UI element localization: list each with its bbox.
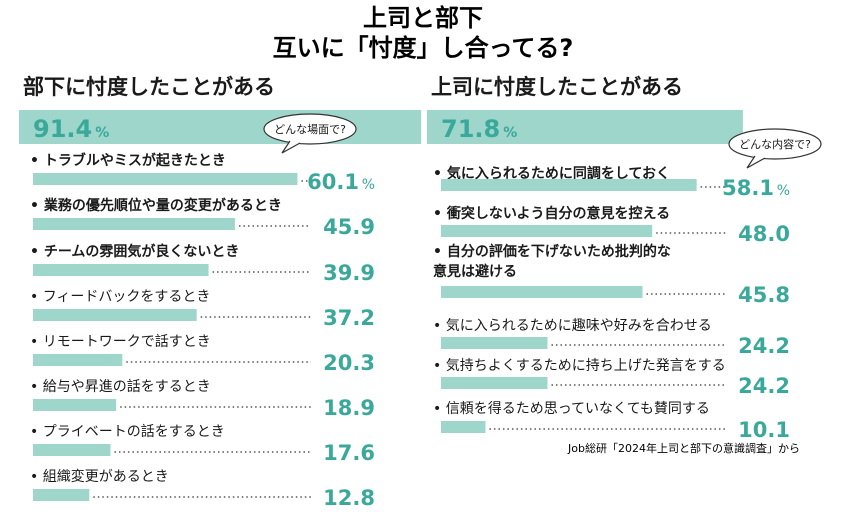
value-label: 12.8	[323, 486, 375, 510]
category-label: • 気持ちよくするために持ち上げた発言をする	[433, 358, 726, 374]
bar	[441, 286, 643, 298]
bar	[33, 354, 123, 366]
title-line2: 互いに「忖度」し合ってる?	[273, 34, 574, 62]
value-label: 45.9	[323, 215, 375, 239]
bar	[441, 377, 548, 389]
category-label: • トラブルやミスが起きたとき	[30, 152, 226, 169]
category-label: • 自分の評価を下げないため批判的な	[433, 243, 671, 260]
headline-bar	[427, 110, 743, 144]
title-line1: 上司と部下	[363, 4, 483, 32]
category-label: • 気に入られるために趣味や好みを合わせる	[433, 318, 712, 334]
category-label: • 信頼を得るため思っていなくても賛同する	[433, 400, 710, 417]
panel-title: 上司に忖度したことがある	[431, 75, 683, 99]
category-label: • フィードバックをするとき	[30, 289, 210, 305]
category-label: • チームの雰囲気が良くないとき	[30, 243, 239, 260]
source-note: Job総研「2024年上司と部下の意識調査」から	[567, 441, 800, 455]
panel-title: 部下に忖度したことがある	[23, 75, 275, 99]
value-label: 10.1	[738, 418, 790, 442]
category-label: • 給与や昇進の話をするとき	[30, 378, 211, 395]
value-label: 37.2	[323, 306, 375, 330]
value-label: 17.6	[323, 441, 375, 465]
callout-bubble	[263, 113, 357, 145]
category-label: • プライベートの話をするとき	[30, 423, 225, 440]
value-label: 24.2	[738, 334, 790, 358]
value-label: 48.0	[738, 222, 790, 246]
bar	[33, 489, 90, 501]
category-label: • 組織変更があるとき	[30, 468, 169, 485]
value-label: 58.1	[722, 176, 774, 200]
value-label: 24.2	[738, 374, 790, 398]
headline-unit: %	[95, 125, 109, 141]
bar	[33, 218, 235, 230]
bar	[33, 309, 197, 321]
headline-unit: %	[503, 125, 517, 141]
bar	[441, 337, 548, 349]
category-label: • 衝突しないよう自分の意見を控える	[433, 205, 670, 222]
bar	[33, 399, 117, 411]
callout-text: どんな内容で?	[739, 137, 811, 151]
category-label: • 業務の優先順位や量の変更があるとき	[30, 197, 282, 214]
value-label: 60.1	[307, 170, 359, 194]
bar	[33, 173, 298, 185]
bar	[441, 179, 697, 191]
value-label: 39.9	[323, 261, 375, 285]
value-unit: %	[777, 183, 790, 199]
callout-text: どんな場面で?	[274, 123, 346, 136]
category-label: • 気に入られるために同調をしておく	[433, 165, 670, 182]
callout-bubble	[728, 128, 822, 160]
bar	[441, 225, 653, 237]
value-label: 45.8	[738, 283, 790, 307]
category-label: • リモートワークで話すとき	[30, 333, 211, 350]
value-label: 18.9	[323, 396, 375, 420]
bar	[33, 444, 111, 456]
callout-tail	[281, 140, 301, 154]
bar	[33, 264, 209, 276]
value-label: 20.3	[323, 351, 375, 375]
callout-tail	[746, 155, 766, 169]
category-label-cont: 意見は避ける	[433, 263, 517, 280]
value-unit: %	[362, 177, 375, 193]
bar	[441, 421, 486, 433]
